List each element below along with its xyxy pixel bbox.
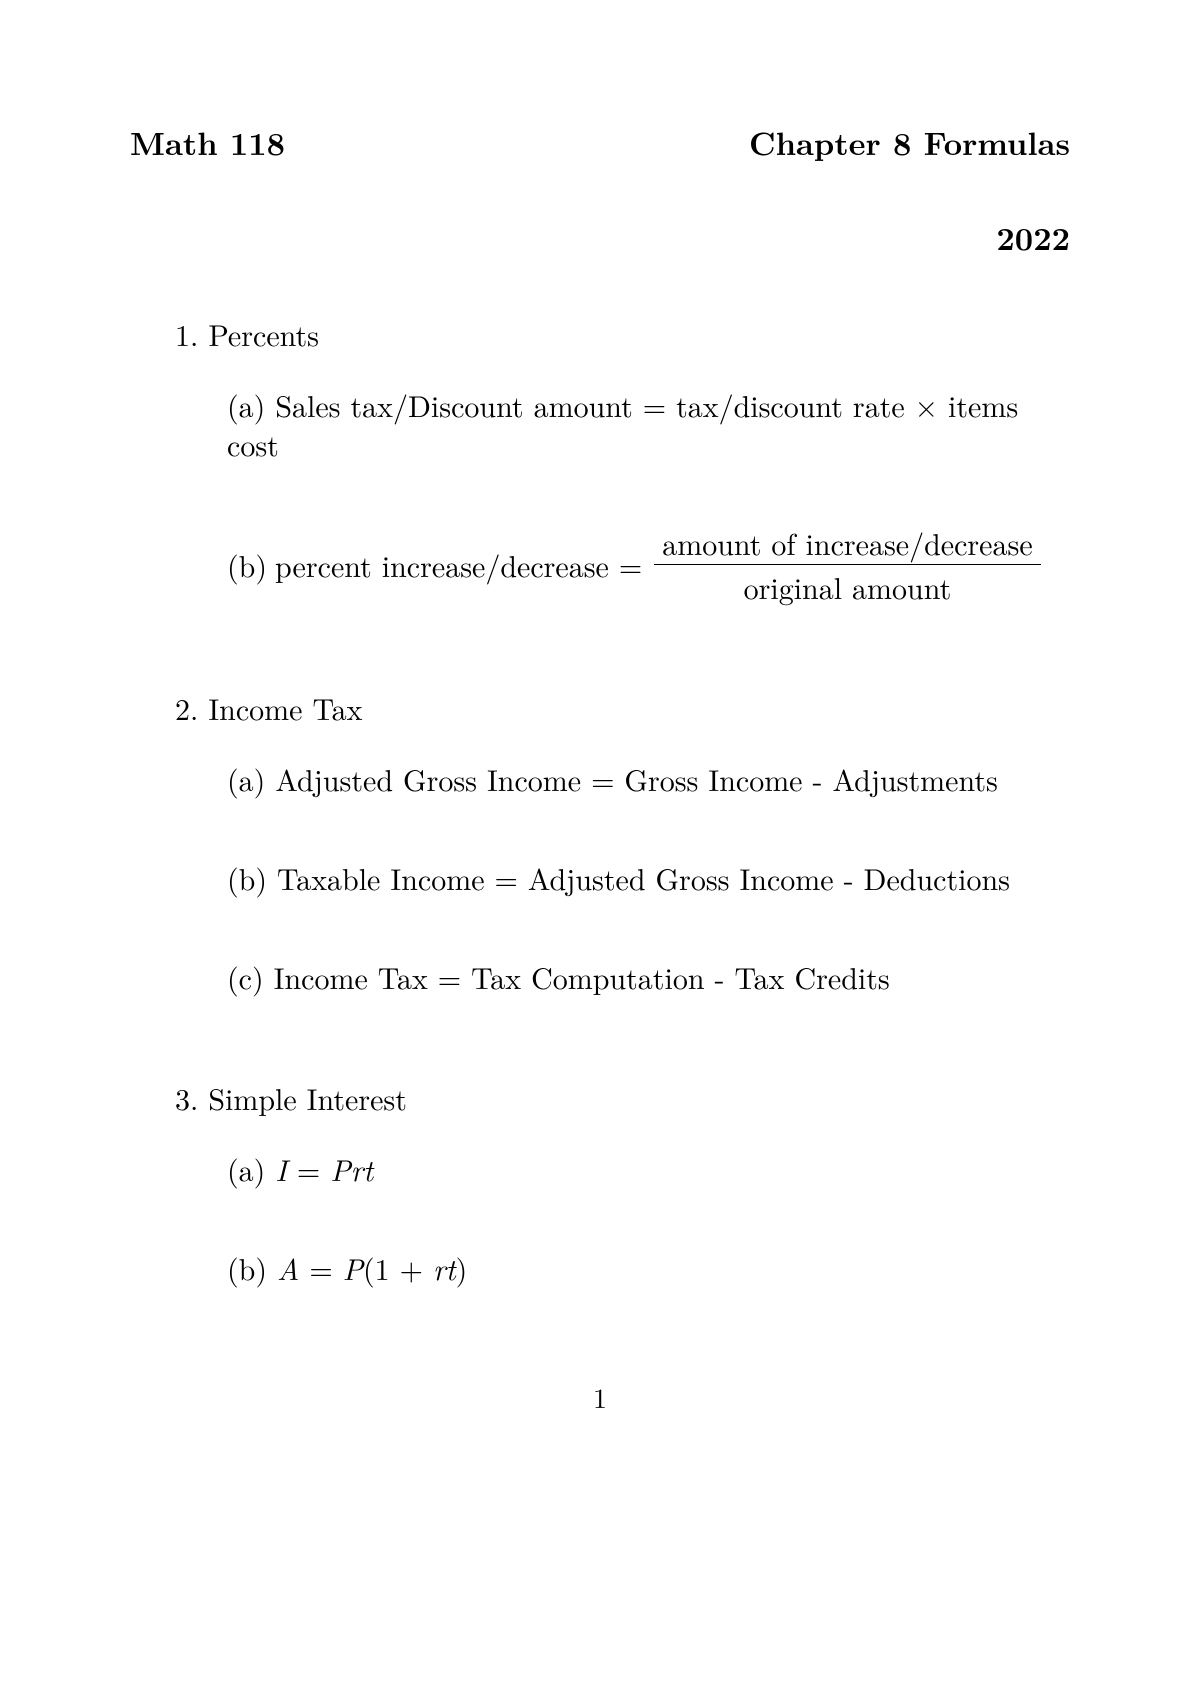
subsection-item: (a) Adjusted Gross Income = Gross Income… — [175, 759, 1070, 798]
section-simple-interest: 3. Simple Interest (a) I = Prt (b) A = P… — [175, 1076, 1070, 1287]
item-math: I = Prt — [275, 1147, 373, 1190]
subsection-item: (b) A = P(1 + rt) — [175, 1248, 1070, 1287]
section-title: Income Tax — [208, 686, 362, 729]
page-number: 1 — [593, 1377, 607, 1417]
section-percents: 1. Percents (a) Sales tax/Discount amoun… — [175, 312, 1070, 606]
formula-with-fraction: (b) percent increase/decrease = amount o… — [227, 523, 1070, 606]
subsection-item: (b) percent increase/decrease = amount o… — [175, 523, 1070, 606]
item-text: Sales tax/Discount amount = tax/discount… — [227, 383, 1018, 465]
item-math: A = P(1 + rt) — [277, 1246, 467, 1289]
item-label: (a) — [227, 383, 265, 426]
content-container: 1. Percents (a) Sales tax/Discount amoun… — [130, 312, 1070, 1287]
subsection-item: (c) Income Tax = Tax Computation - Tax C… — [175, 957, 1070, 996]
course-title: Math 118 — [130, 120, 285, 165]
item-text: Taxable Income = Adjusted Gross Income -… — [277, 856, 1010, 899]
subsection-item: (a) Sales tax/Discount amount = tax/disc… — [175, 385, 1070, 463]
item-label: (b) — [227, 545, 267, 584]
section-number: 2. — [175, 686, 198, 729]
fraction: amount of increase/decrease original amo… — [654, 523, 1040, 606]
fraction-denominator: original amount — [736, 565, 960, 606]
section-header: 2. Income Tax — [175, 686, 1070, 729]
section-number: 1. — [175, 312, 198, 355]
item-label: (b) — [227, 856, 267, 899]
item-label: (a) — [227, 1147, 265, 1190]
header-row: Math 118 Chapter 8 Formulas — [130, 120, 1070, 165]
item-text: Adjusted Gross Income = Gross Income - A… — [275, 757, 997, 800]
subsection-item: (b) Taxable Income = Adjusted Gross Inco… — [175, 858, 1070, 897]
item-label: (a) — [227, 757, 265, 800]
item-text: Income Tax = Tax Computation - Tax Credi… — [274, 955, 890, 998]
item-label: (c) — [227, 955, 264, 998]
item-label: (b) — [227, 1246, 267, 1289]
fraction-numerator: amount of increase/decrease — [654, 523, 1040, 565]
subsection-item: (a) I = Prt — [175, 1149, 1070, 1188]
section-header: 1. Percents — [175, 312, 1070, 355]
item-text-prefix: percent increase/decrease = — [275, 545, 642, 584]
year: 2022 — [130, 215, 1070, 260]
section-title: Percents — [208, 312, 319, 355]
section-title: Simple Interest — [208, 1076, 407, 1119]
section-header: 3. Simple Interest — [175, 1076, 1070, 1119]
section-income-tax: 2. Income Tax (a) Adjusted Gross Income … — [175, 686, 1070, 996]
chapter-title: Chapter 8 Formulas — [749, 120, 1070, 165]
section-number: 3. — [175, 1076, 198, 1119]
